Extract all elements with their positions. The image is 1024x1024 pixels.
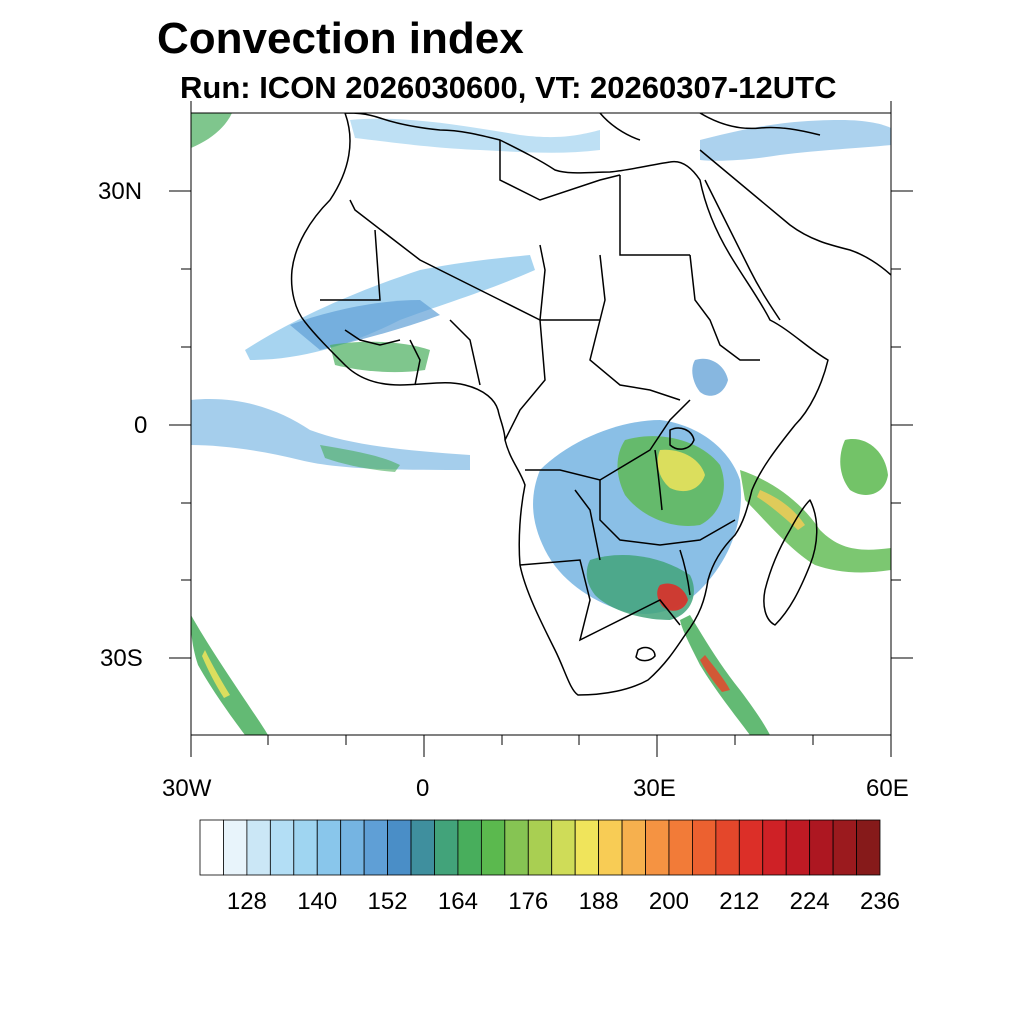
- colorbar-cell: [363, 819, 388, 876]
- colorbar-label: 188: [578, 888, 619, 915]
- red-sea-east-coast: [704, 179, 781, 321]
- colorbar-label: 212: [719, 888, 760, 915]
- colorbar-cell: [410, 819, 435, 876]
- convection-field: [191, 113, 891, 735]
- convection-area-se-coast-core: [700, 655, 730, 692]
- convection-area-sahel: [290, 300, 440, 350]
- colorbar-label: 224: [789, 888, 830, 915]
- colorbar-cell: [434, 819, 459, 876]
- colorbar-cell: [832, 819, 857, 876]
- colorbar-cell: [199, 819, 224, 876]
- lake-malawi: [679, 549, 691, 596]
- lon-label-30w: 30W: [162, 775, 212, 802]
- colorbar-label: 164: [437, 888, 478, 915]
- convection-area-gulf-coast: [330, 341, 430, 373]
- convection-area-indian-ocean: [740, 470, 891, 573]
- map-title: Convection index: [157, 14, 524, 63]
- madagascar-coast: [763, 499, 818, 626]
- colorbar-cell: [269, 819, 295, 876]
- colorbar: [199, 819, 881, 876]
- convection-area-mediterranean: [350, 118, 600, 153]
- colorbar-cell: [692, 819, 717, 876]
- colorbar-cell: [340, 819, 365, 876]
- convection-area-ethiopia: [692, 358, 728, 396]
- colorbar-label: 152: [367, 888, 408, 915]
- colorbar-cell: [551, 819, 576, 876]
- colorbar-cell: [316, 819, 342, 876]
- tick-marks: [169, 101, 913, 757]
- colorbar-cell: [293, 819, 318, 876]
- convection-area-sw-atlantic: [191, 615, 268, 735]
- colorbar-label: 236: [859, 888, 901, 915]
- colorbar-cell: [762, 819, 787, 876]
- map-frame: [190, 112, 892, 736]
- colorbar-cell: [246, 819, 271, 876]
- colorbar-cell: [856, 819, 881, 876]
- lake-victoria: [669, 427, 695, 450]
- colorbar-cell: [480, 819, 506, 876]
- lake-tanganyika: [654, 449, 663, 511]
- country-borders: [320, 140, 760, 642]
- lon-label-0: 0: [416, 775, 430, 802]
- colorbar-cell: [785, 819, 811, 876]
- colorbar-cell: [574, 819, 600, 876]
- colorbar-cell: [387, 819, 412, 876]
- colorbar-label: 176: [508, 888, 549, 915]
- colorbar-cell: [738, 819, 764, 876]
- colorbar-cell: [621, 819, 646, 876]
- convection-area-great-lakes-core: [657, 449, 705, 492]
- colorbar-cell: [457, 819, 482, 876]
- colorbar-cell: [223, 819, 248, 876]
- convection-area-mozambique-hotspot: [657, 583, 688, 611]
- colorbar-cell: [504, 819, 529, 876]
- colorbar-cell: [598, 819, 623, 876]
- lesotho-border: [635, 646, 656, 662]
- coastlines-and-borders: [290, 113, 891, 696]
- convection-area-nw-corner: [191, 113, 232, 148]
- colorbar-label: 128: [226, 888, 267, 915]
- arabia-coast: [699, 149, 891, 276]
- convection-area-atlantic-core: [320, 445, 400, 472]
- europe-coast: [599, 113, 821, 141]
- convection-area-se-coast: [680, 615, 770, 735]
- colorbar-cell: [809, 819, 834, 876]
- map-subtitle: Run: ICON 2026030600, VT: 20260307-12UTC: [180, 70, 837, 105]
- convection-area-seychelles: [840, 439, 888, 495]
- colorbar-cell: [715, 819, 740, 876]
- colorbar-cell: [668, 819, 693, 876]
- colorbar-label: 200: [648, 888, 689, 915]
- convection-area-atlantic: [191, 399, 470, 470]
- lat-label-0: 0: [134, 412, 148, 439]
- africa-coastline: [290, 113, 829, 696]
- lat-label-30n: 30N: [98, 178, 143, 205]
- lon-label-30e: 30E: [633, 775, 676, 802]
- convection-area-indian-ocean-core: [757, 490, 805, 530]
- convection-area-east-med: [700, 120, 891, 161]
- colorbar-label: 140: [297, 888, 338, 915]
- lat-label-30s: 30S: [100, 645, 143, 672]
- colorbar-cell: [527, 819, 553, 876]
- lon-label-60e: 60E: [866, 775, 909, 802]
- convection-area-sw-atlantic-core: [202, 650, 230, 698]
- colorbar-cell: [645, 819, 670, 876]
